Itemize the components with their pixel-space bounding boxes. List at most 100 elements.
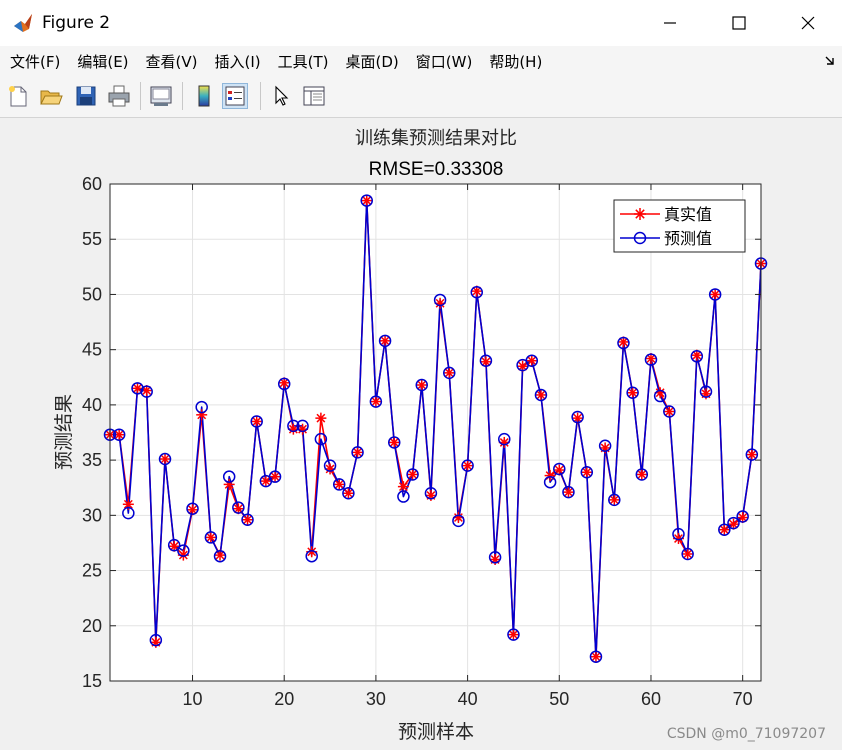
data-point-pred [323,459,337,472]
data-point-pred [369,395,383,408]
asterisk-stroke [133,383,142,393]
asterisk-stroke [719,525,729,535]
insert-colorbar-button[interactable] [191,83,217,109]
asterisk-stroke [343,488,353,498]
menu-insert[interactable]: 插入(I) [214,52,261,71]
data-point-pred [681,547,694,561]
menu-tools[interactable]: 工具(T) [277,52,329,71]
legend-label-true: 真实值 [664,205,712,224]
toolbar-separator [140,82,141,110]
y-tick-label: 40 [82,395,102,415]
y-tick-label: 55 [82,229,102,249]
link-plot-button[interactable] [148,83,174,109]
data-point-pred [562,485,575,499]
property-inspector-button[interactable] [301,83,327,109]
asterisk-stroke [499,438,509,447]
maximize-button[interactable] [704,0,773,46]
data-point-pred [736,510,749,523]
colorbar-icon [198,85,210,107]
edit-plot-button[interactable] [268,83,294,109]
insert-legend-button[interactable] [222,83,248,109]
data-point-true [159,453,171,465]
asterisk-stroke [362,196,372,205]
data-point-true [636,468,648,480]
asterisk-stroke [472,286,482,296]
menu-help[interactable]: 帮助(H) [489,52,543,71]
data-point-pred [727,516,740,530]
axes-box [109,183,762,682]
x-tick-label: 40 [458,689,478,709]
data-point-true [370,396,382,408]
asterisk-stroke [371,397,381,407]
data-point-pred [718,523,731,536]
data-point-true [507,629,519,641]
x-tick-label: 60 [641,689,661,709]
legend-box [613,199,746,253]
data-point-true [709,288,721,300]
menu-edit[interactable]: 编辑(E) [77,52,129,71]
menu-desktop[interactable]: 桌面(D) [345,52,399,71]
data-point-pred [488,551,502,564]
legend-icon [225,86,245,106]
new-figure-button[interactable] [5,83,31,109]
y-tick-label: 45 [82,340,102,360]
data-point-true [416,379,428,391]
open-file-button[interactable] [38,83,64,109]
data-point-pred [699,385,713,398]
data-point-pred [617,336,630,350]
asterisk-stroke [609,495,619,505]
maximize-icon [731,16,746,30]
data-point-pred [708,288,722,301]
data-point-pred [534,388,548,402]
asterisk-stroke [206,532,216,542]
print-button[interactable] [106,83,132,109]
data-point-pred [177,544,190,557]
new-figure-icon [9,86,27,107]
close-button[interactable] [773,0,842,46]
data-point-pred [122,506,135,520]
y-tick-label: 15 [82,671,102,691]
minimize-button[interactable] [635,0,704,46]
data-point-true [379,335,391,347]
data-point-pred [663,405,676,418]
asterisk-stroke [114,430,124,440]
asterisk-stroke [435,298,445,308]
data-point-pred [360,194,373,207]
window-titlebar: Figure 2 [0,0,842,46]
asterisk-stroke [307,547,317,557]
asterisk-stroke [215,550,225,560]
open-file-icon [40,90,63,105]
menu-view[interactable]: 查看(V) [145,52,198,71]
asterisk-stroke [628,388,638,398]
watermark-text: CSDN @m0_71097207 [667,726,826,742]
asterisk-stroke [298,424,307,434]
asterisk-stroke [674,534,683,543]
data-point-true [251,415,263,427]
asterisk-stroke [261,476,271,486]
asterisk-stroke [747,450,757,460]
toolbar [0,76,842,118]
dock-arrow-icon[interactable] [824,54,836,66]
x-tick-label: 10 [183,689,203,709]
data-point-pred [222,470,236,483]
data-point-true [132,382,144,394]
data-point-true [333,478,345,490]
legend[interactable]: 真实值 预测值 [613,199,746,253]
data-point-true [535,389,547,401]
data-point-pred [690,350,704,363]
data-point-pred [571,410,584,424]
data-point-true [232,503,244,515]
data-point-pred [296,419,309,433]
data-point-pred [626,386,639,399]
data-point-pred [525,354,539,367]
y-tick-label: 25 [82,561,102,581]
data-point-pred [378,334,392,348]
data-point-pred [461,459,474,472]
asterisk-stroke [683,549,693,559]
save-button[interactable] [73,83,99,109]
y-axis-label: 预测结果 [53,394,75,470]
menu-window[interactable]: 窗口(W) [415,52,473,71]
data-point-true [663,406,675,418]
data-point-pred [406,468,419,481]
menu-file[interactable]: 文件(F) [10,52,61,71]
